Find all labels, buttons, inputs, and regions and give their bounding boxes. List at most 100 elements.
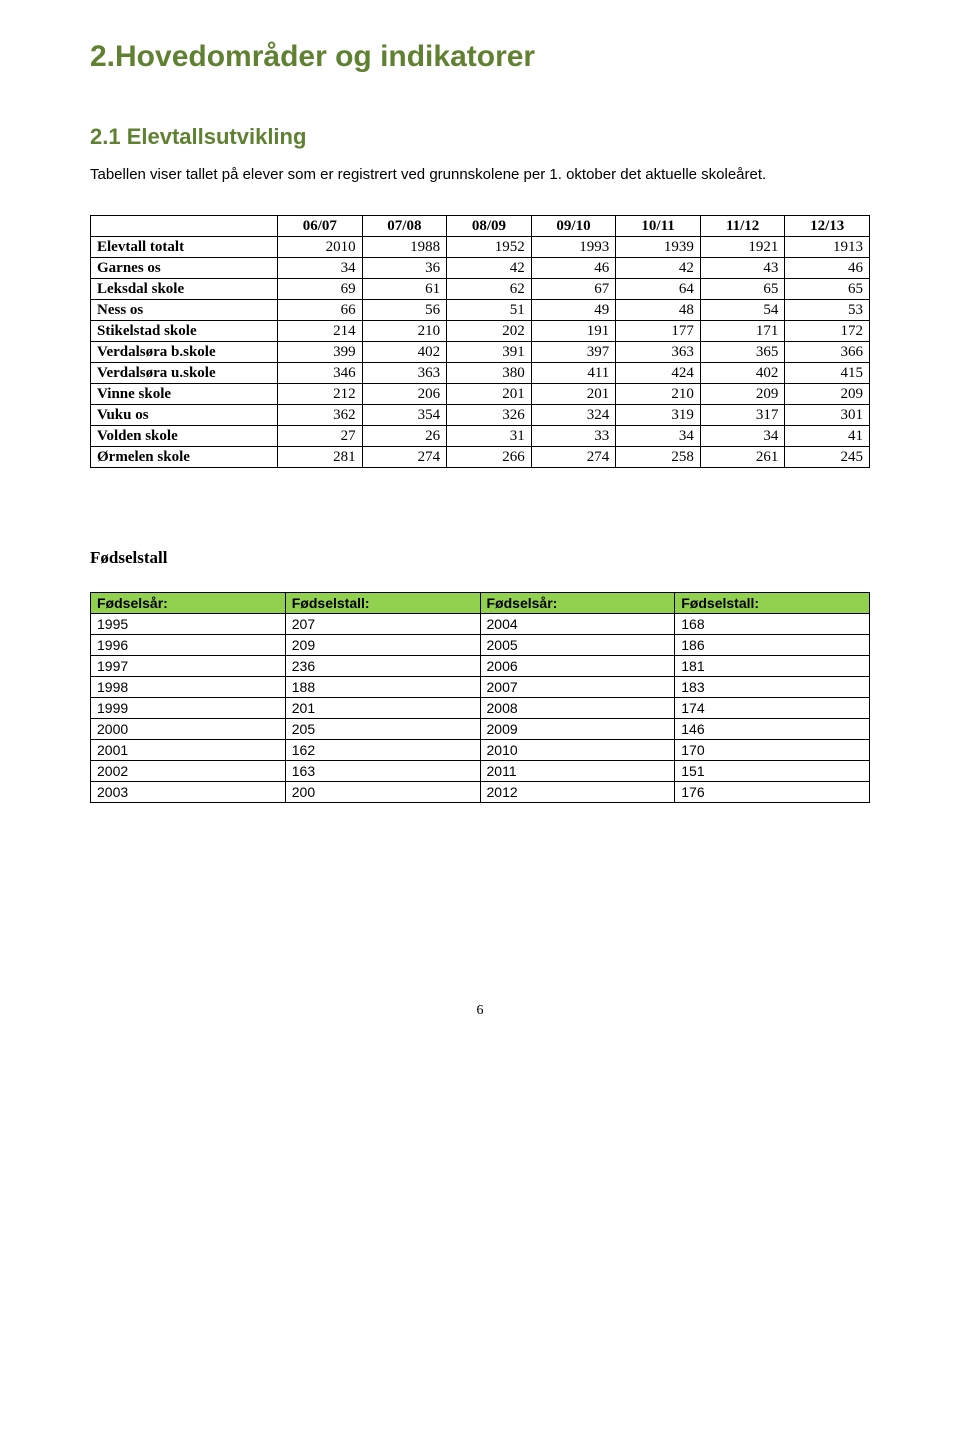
table-cell: 402 <box>700 363 785 384</box>
table-row: Ørmelen skole281274266274258261245 <box>91 447 870 468</box>
intro-paragraph: Tabellen viser tallet på elever som er r… <box>90 164 870 185</box>
table-header-cell: 10/11 <box>616 216 701 237</box>
table-row: 19972362006181 <box>91 656 870 677</box>
table-cell: 33 <box>531 426 616 447</box>
table-cell: 2010 <box>278 237 363 258</box>
table-cell: 46 <box>531 258 616 279</box>
table-cell: 205 <box>285 719 480 740</box>
row-label-cell: Verdalsøra u.skole <box>91 363 278 384</box>
table-cell: 1939 <box>616 237 701 258</box>
table-cell: 209 <box>700 384 785 405</box>
table-cell: 397 <box>531 342 616 363</box>
table-cell: 171 <box>700 321 785 342</box>
table-header-cell: Fødselsår: <box>91 593 286 614</box>
table-cell: 1952 <box>447 237 532 258</box>
table-row: 20011622010170 <box>91 740 870 761</box>
table-cell: 54 <box>700 300 785 321</box>
table-cell: 380 <box>447 363 532 384</box>
table-cell: 210 <box>616 384 701 405</box>
row-label-cell: Ørmelen skole <box>91 447 278 468</box>
table-cell: 1993 <box>531 237 616 258</box>
table-header-cell: 09/10 <box>531 216 616 237</box>
table-cell: 181 <box>675 656 870 677</box>
table-cell: 163 <box>285 761 480 782</box>
table-cell: 200 <box>285 782 480 803</box>
table-cell: 66 <box>278 300 363 321</box>
table-header-cell: 08/09 <box>447 216 532 237</box>
table-cell: 402 <box>362 342 447 363</box>
table-cell: 69 <box>278 279 363 300</box>
table-row: 20002052009146 <box>91 719 870 740</box>
row-label-cell: Elevtall totalt <box>91 237 278 258</box>
table-cell: 56 <box>362 300 447 321</box>
table-header-cell: Fødselstall: <box>285 593 480 614</box>
table-cell: 2005 <box>480 635 675 656</box>
table-cell: 301 <box>785 405 870 426</box>
table-cell: 261 <box>700 447 785 468</box>
table-row: Elevtall totalt2010198819521993193919211… <box>91 237 870 258</box>
table-cell: 186 <box>675 635 870 656</box>
table-cell: 281 <box>278 447 363 468</box>
table-cell: 274 <box>531 447 616 468</box>
table-cell: 2007 <box>480 677 675 698</box>
table-cell: 170 <box>675 740 870 761</box>
table-cell: 43 <box>700 258 785 279</box>
table-row: Verdalsøra u.skole346363380411424402415 <box>91 363 870 384</box>
table-cell: 61 <box>362 279 447 300</box>
table-row: Vinne skole212206201201210209209 <box>91 384 870 405</box>
table-cell: 51 <box>447 300 532 321</box>
table-cell: 317 <box>700 405 785 426</box>
table-cell: 162 <box>285 740 480 761</box>
table-cell: 65 <box>785 279 870 300</box>
heading-1: 2.Hovedområder og indikatorer <box>90 40 870 74</box>
table-cell: 42 <box>447 258 532 279</box>
table-cell: 174 <box>675 698 870 719</box>
table-cell: 48 <box>616 300 701 321</box>
row-label-cell: Vinne skole <box>91 384 278 405</box>
table-cell: 363 <box>362 363 447 384</box>
table-cell: 27 <box>278 426 363 447</box>
table-header-cell: 12/13 <box>785 216 870 237</box>
table-cell: 34 <box>700 426 785 447</box>
heading-2: 2.1 Elevtallsutvikling <box>90 124 870 150</box>
table-cell: 415 <box>785 363 870 384</box>
row-label-cell: Garnes os <box>91 258 278 279</box>
table-row: 20032002012176 <box>91 782 870 803</box>
page-number: 6 <box>90 1003 870 1019</box>
table-cell: 2006 <box>480 656 675 677</box>
table-cell: 34 <box>278 258 363 279</box>
table-row: 19981882007183 <box>91 677 870 698</box>
table-cell: 2004 <box>480 614 675 635</box>
table-cell: 64 <box>616 279 701 300</box>
table-header-row: Fødselsår:Fødselstall:Fødselsår:Fødselst… <box>91 593 870 614</box>
table-cell: 365 <box>700 342 785 363</box>
table-cell: 176 <box>675 782 870 803</box>
elevtall-table: 06/0707/0808/0909/1010/1111/1212/13 Elev… <box>90 215 870 468</box>
table-header-row: 06/0707/0808/0909/1010/1111/1212/13 <box>91 216 870 237</box>
table-row: Verdalsøra b.skole399402391397363365366 <box>91 342 870 363</box>
table-cell: 177 <box>616 321 701 342</box>
table-cell: 236 <box>285 656 480 677</box>
table-cell: 1921 <box>700 237 785 258</box>
table-cell: 67 <box>531 279 616 300</box>
table-row: Leksdal skole69616267646565 <box>91 279 870 300</box>
row-label-cell: Ness os <box>91 300 278 321</box>
table-cell: 2008 <box>480 698 675 719</box>
table-cell: 1995 <box>91 614 286 635</box>
row-label-cell: Verdalsøra b.skole <box>91 342 278 363</box>
table-cell: 2002 <box>91 761 286 782</box>
table-row: Vuku os362354326324319317301 <box>91 405 870 426</box>
table-cell: 319 <box>616 405 701 426</box>
table-cell: 41 <box>785 426 870 447</box>
table-cell: 34 <box>616 426 701 447</box>
fodselstall-table: Fødselsår:Fødselstall:Fødselsår:Fødselst… <box>90 592 870 803</box>
table-cell: 191 <box>531 321 616 342</box>
table-cell: 46 <box>785 258 870 279</box>
table-cell: 62 <box>447 279 532 300</box>
table-cell: 42 <box>616 258 701 279</box>
table-cell: 245 <box>785 447 870 468</box>
table-cell: 206 <box>362 384 447 405</box>
table-header-cell: 11/12 <box>700 216 785 237</box>
table-cell: 209 <box>285 635 480 656</box>
table-cell: 2011 <box>480 761 675 782</box>
